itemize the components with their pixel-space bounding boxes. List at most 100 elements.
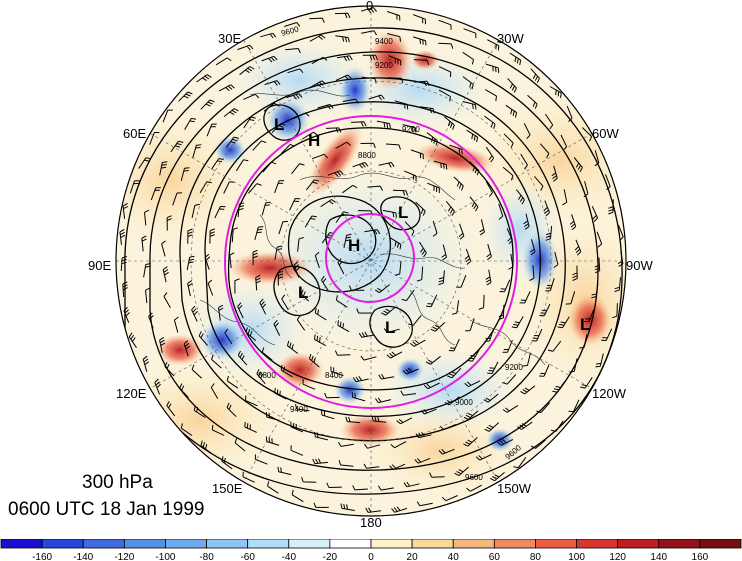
wind-barb (562, 189, 568, 206)
wind-barb (565, 291, 576, 305)
wind-barb (502, 404, 519, 413)
wind-barb (595, 353, 604, 368)
wind-barb (388, 55, 402, 66)
wind-barb (340, 503, 355, 511)
wind-barb (298, 287, 310, 302)
wind-barb (277, 466, 292, 476)
wind-barb (454, 466, 470, 477)
wind-barb (413, 14, 426, 25)
wind-barb (326, 482, 342, 488)
longitude-label-90w: 90W (626, 258, 653, 273)
wind-barb (163, 292, 171, 308)
wind-barb (260, 32, 277, 39)
wind-barb (573, 157, 583, 173)
wind-barb (324, 392, 340, 399)
wind-barb (415, 201, 426, 216)
wind-barb (412, 36, 427, 46)
wind-barb (191, 305, 198, 322)
wind-barb (485, 63, 500, 73)
colorbar: -160 -140 -120 -100 -80 -60 -40 -20 0 20 40 60 80 100… (0, 539, 742, 561)
wind-barb (499, 279, 511, 293)
wind-barb (365, 507, 382, 513)
wind-barb (543, 200, 550, 217)
wind-barb (310, 80, 327, 88)
wind-barb (301, 477, 317, 483)
wind-barb (363, 463, 380, 469)
wind-barb (385, 143, 401, 150)
latitude-longitude-grid (116, 6, 626, 516)
wind-barb (486, 244, 492, 261)
wind-barb (489, 472, 505, 482)
colorbar-swatch (699, 539, 742, 549)
wind-barb (129, 180, 140, 194)
wind-barb (529, 265, 535, 281)
wind-barb (342, 184, 358, 194)
wind-barb (245, 395, 258, 407)
wind-barb (256, 369, 266, 385)
colorbar-swatch (206, 539, 249, 549)
wind-barb (547, 340, 562, 352)
wind-barb (475, 454, 492, 461)
colorbar-swatch (329, 539, 372, 549)
wind-barb (291, 163, 305, 175)
wind-barb (314, 251, 320, 268)
colorbar-tick-label: 140 (650, 552, 667, 561)
wind-barb (334, 12, 351, 19)
colorbar-swatch (535, 539, 577, 549)
wind-barb (187, 228, 193, 244)
wind-barb (335, 141, 352, 149)
wind-barb (237, 202, 245, 218)
wind-barb (224, 328, 233, 345)
wind-barb (145, 287, 151, 304)
wind-barb (433, 160, 448, 170)
longitude-label-120w: 120W (592, 386, 626, 401)
longitude-label-30w: 30W (497, 31, 524, 46)
wind-barb (614, 277, 621, 292)
wind-barb (485, 269, 492, 286)
longitude-label-90e: 90E (88, 258, 112, 273)
wind-barb (389, 237, 402, 250)
wind-barb (584, 309, 595, 323)
wind-barb (414, 59, 430, 66)
wind-barb (335, 295, 348, 308)
wind-barb (453, 176, 464, 191)
colorbar-tick-label: 60 (489, 552, 501, 561)
wind-barb (539, 143, 550, 159)
wind-barb (505, 104, 518, 118)
wind-barb (191, 364, 203, 379)
longitude-label-150w: 150W (497, 481, 531, 496)
longitude-label-0: 0 (366, 0, 374, 13)
wind-barb (507, 78, 517, 93)
wind-barb (574, 239, 582, 256)
wind-barb (198, 331, 208, 346)
wind-barb (400, 390, 417, 396)
wind-barb (466, 484, 482, 492)
longitude-label-60e: 60E (123, 126, 147, 141)
wind-barb (463, 410, 479, 420)
wind-barb (162, 109, 173, 123)
longitude-label-60w: 60W (592, 126, 619, 141)
wind-barb (441, 495, 458, 502)
longitude-label-30e: 30E (218, 31, 242, 46)
wind-barb (352, 485, 368, 491)
wind-barb (243, 116, 256, 129)
wind-barb (387, 11, 401, 21)
wind-barb (392, 189, 409, 196)
wind-barb (502, 374, 517, 385)
wind-barb (402, 367, 419, 375)
colorbar-swatch (452, 539, 495, 549)
wind-barb (122, 203, 129, 219)
wind-barb (358, 331, 375, 338)
wind-barb (409, 339, 426, 347)
wind-barb (159, 161, 168, 176)
wind-barb (309, 34, 326, 42)
wind-barb (211, 424, 225, 436)
low-center-label: L (274, 115, 284, 134)
wind-barb (166, 215, 172, 231)
high-center-label: H (308, 131, 320, 150)
wind-barb (128, 332, 137, 348)
pressure-centers: L H H L L L L (274, 115, 590, 337)
wind-barb (390, 441, 407, 449)
wind-barb (497, 439, 514, 446)
wind-barb (487, 361, 499, 374)
